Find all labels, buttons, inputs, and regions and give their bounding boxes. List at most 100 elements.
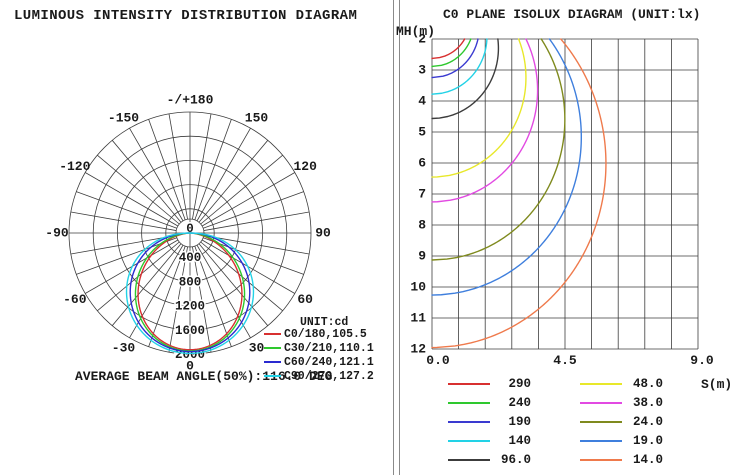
isolux-y-tick: 8 xyxy=(418,218,426,233)
polar-spoke xyxy=(85,172,179,227)
polar-legend-item: C0/180,105.5 xyxy=(264,328,367,341)
isolux-chart: 2 3 4 5 6 7 8 9 10 11 120.0 4.5 9.0 xyxy=(410,32,714,369)
legend-label: C90/270,127.2 xyxy=(284,369,374,383)
polar-spoke xyxy=(168,246,188,353)
polar-angle-label: 0 xyxy=(186,359,194,374)
polar-spoke xyxy=(200,154,283,225)
isolux-legend-item: 290 xyxy=(448,377,531,391)
legend-swatch xyxy=(264,347,281,349)
polar-spoke xyxy=(198,140,269,223)
legend-label: 96.0 xyxy=(500,453,531,467)
isolux-curve xyxy=(431,38,488,95)
legend-swatch xyxy=(580,459,622,461)
polar-spoke xyxy=(192,246,212,353)
polar-spoke xyxy=(70,211,177,231)
isolux-curve xyxy=(431,38,527,178)
polar-spoke xyxy=(203,235,310,255)
polar-spoke xyxy=(76,191,177,229)
polar-angle-label: 150 xyxy=(245,110,269,125)
legend-swatch xyxy=(448,440,490,442)
legend-swatch xyxy=(264,333,281,335)
polar-legend-item: C90/270,127.2 xyxy=(264,369,374,383)
polar-angle-label: -120 xyxy=(59,159,90,174)
polar-radial-tick: 1200 xyxy=(175,300,205,314)
legend-label: 240 xyxy=(508,396,531,410)
legend-swatch xyxy=(448,459,490,461)
x-axis-title: S(m) xyxy=(701,377,733,392)
legend-label: 38.0 xyxy=(632,396,663,410)
polar-radial-tick: 800 xyxy=(179,275,202,289)
legend-label: 190 xyxy=(508,415,531,429)
isolux-legend-item: 14.0 xyxy=(580,453,663,467)
polar-spoke xyxy=(194,119,232,220)
isolux-curve xyxy=(431,38,566,261)
polar-angle-label: -150 xyxy=(108,110,139,125)
polar-spoke xyxy=(97,154,180,225)
polar-spoke xyxy=(70,235,177,255)
polar-radial-tick: 0 xyxy=(186,222,194,236)
polar-spoke xyxy=(198,243,269,326)
isolux-y-tick: 12 xyxy=(410,342,426,357)
isolux-y-tick: 6 xyxy=(418,156,426,171)
polar-legend-title: UNIT:cd xyxy=(300,316,349,329)
polar-spoke xyxy=(168,113,188,220)
legend-label: C60/240,121.1 xyxy=(284,355,374,369)
polar-spoke xyxy=(201,172,295,227)
polar-angle-label: 30 xyxy=(249,341,265,356)
polar-angle-label: 60 xyxy=(297,292,313,307)
isolux-y-tick: 9 xyxy=(418,249,426,264)
legend-swatch xyxy=(264,361,281,363)
isolux-y-tick: 7 xyxy=(418,187,426,202)
legend-label: 24.0 xyxy=(632,415,663,429)
polar-spoke xyxy=(111,243,182,326)
isolux-x-tick: 4.5 xyxy=(553,353,577,368)
isolux-curve xyxy=(431,38,607,349)
legend-swatch xyxy=(264,375,281,377)
polar-spoke xyxy=(148,246,186,347)
polar-angle-label: 120 xyxy=(293,159,317,174)
legend-swatch xyxy=(448,383,490,385)
isolux-legend-item: 96.0 xyxy=(448,453,531,467)
polar-series-curve xyxy=(125,232,255,355)
isolux-curve xyxy=(431,38,583,296)
legend-label: 48.0 xyxy=(632,377,663,391)
legend-label: 19.0 xyxy=(632,434,663,448)
isolux-curve xyxy=(431,38,466,60)
isolux-legend-item: 140 xyxy=(448,434,531,448)
isolux-y-tick: 10 xyxy=(410,280,426,295)
isolux-x-tick: 9.0 xyxy=(690,353,714,368)
isolux-y-tick: 11 xyxy=(410,311,426,326)
polar-angle-label: -30 xyxy=(112,341,136,356)
isolux-x-tick: 0.0 xyxy=(426,353,450,368)
legend-swatch xyxy=(580,383,622,385)
isolux-legend-item: 19.0 xyxy=(580,434,663,448)
left-chart-title: LUMINOUS INTENSITY DISTRIBUTION DIAGRAM xyxy=(14,8,358,24)
isolux-y-tick: 5 xyxy=(418,125,426,140)
polar-spoke xyxy=(196,128,251,222)
polar-angle-label: -/+180 xyxy=(167,93,214,108)
polar-chart: 0 30 -30 60 -60 90 -90 120 -120 150 -150 -/+180 0 400… xyxy=(45,93,331,374)
polar-spoke xyxy=(203,211,310,231)
isolux-legend-item: 38.0 xyxy=(580,396,663,410)
polar-series-curve xyxy=(129,232,251,353)
isolux-legend-item: 24.0 xyxy=(580,415,663,429)
isolux-y-tick: 2 xyxy=(418,32,426,47)
legend-label: C30/210,110.1 xyxy=(284,341,374,355)
legend-swatch xyxy=(580,402,622,404)
isolux-curve xyxy=(431,38,472,68)
polar-spoke xyxy=(148,119,186,220)
isolux-curve xyxy=(431,38,500,120)
polar-angle-label: -60 xyxy=(63,292,87,307)
right-chart-title: C0 PLANE ISOLUX DIAGRAM (UNIT:lx) xyxy=(443,7,701,22)
isolux-legend-item: 240 xyxy=(448,396,531,410)
y-axis-title: MH(m) xyxy=(396,24,436,39)
legend-label: 14.0 xyxy=(632,453,663,467)
isolux-curve xyxy=(431,38,539,203)
polar-spoke xyxy=(194,246,232,347)
legend-label: 290 xyxy=(508,377,531,391)
legend-swatch xyxy=(580,421,622,423)
legend-label: 140 xyxy=(508,434,531,448)
polar-spoke xyxy=(192,113,212,220)
polar-angle-label: 90 xyxy=(315,226,331,241)
